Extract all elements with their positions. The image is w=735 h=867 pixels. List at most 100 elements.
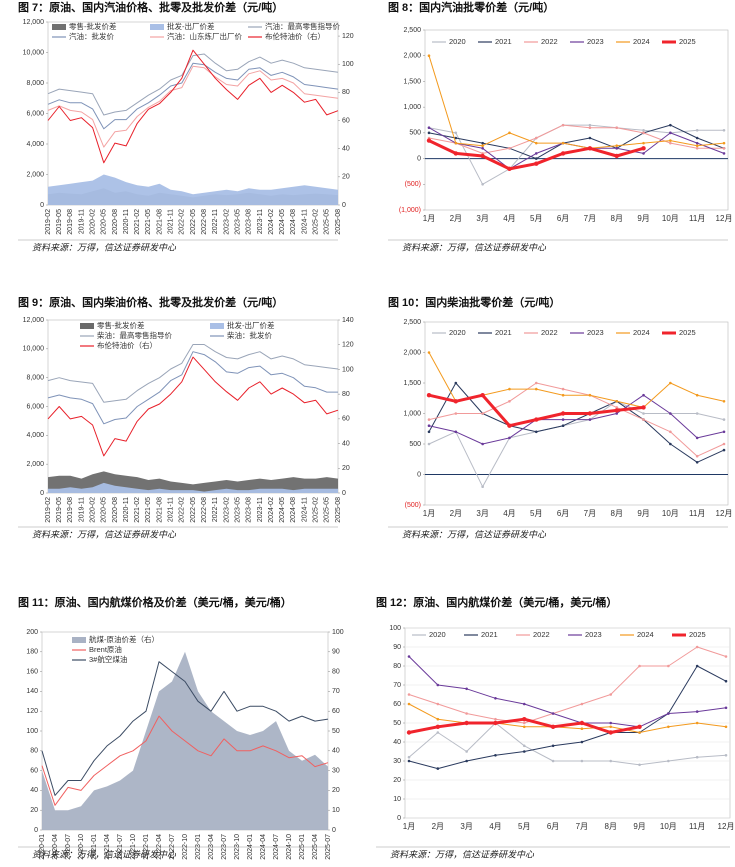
x-tick-label: 2023-08: [246, 209, 253, 235]
line-marker: [669, 412, 672, 415]
line-marker: [669, 442, 672, 446]
line-marker: [561, 387, 565, 391]
line-marker: [407, 702, 411, 706]
line-marker: [669, 139, 672, 142]
line-marker: [481, 442, 484, 446]
line-marker: [436, 683, 440, 687]
x-tick-label: 10月: [660, 822, 677, 831]
line-marker: [522, 717, 527, 722]
line-marker: [435, 724, 441, 729]
yticks-label: 10: [393, 796, 401, 803]
line-marker: [560, 411, 566, 416]
line-series: [408, 656, 727, 728]
x-tick-label: 2024-08: [290, 497, 297, 523]
line-marker: [480, 393, 485, 398]
line-marker: [695, 136, 699, 140]
y2ticks-label: 40: [342, 440, 350, 447]
legend-label: 批发-出厂价差: [227, 320, 275, 330]
line-marker: [615, 144, 619, 148]
yticks-label: 1,000: [403, 104, 421, 111]
legend-label: 零售-批发价差: [69, 21, 117, 31]
x-tick-label: 2020-02: [89, 209, 96, 235]
line-marker: [534, 157, 538, 160]
y2ticks-label: 80: [332, 668, 340, 675]
line-series: [408, 646, 727, 724]
x-tick-label: 1月: [403, 822, 415, 831]
x-tick-label: 2022-08: [201, 209, 208, 235]
x-tick-label: 2023-07: [221, 834, 228, 860]
line-marker: [522, 750, 526, 753]
legend-label: 布伦特油价（右）: [265, 31, 325, 41]
line-marker: [427, 351, 431, 354]
legend-label: 零售-批发价差: [97, 320, 145, 330]
x-tick-label: 10月: [662, 214, 679, 223]
x-tick-label: 7月: [576, 822, 588, 831]
x-tick-label: 2025-08: [335, 209, 342, 235]
x-tick-label: 6月: [547, 822, 559, 831]
line-marker: [695, 128, 699, 132]
line-marker: [587, 146, 593, 151]
line-marker: [507, 423, 512, 428]
y2ticks-label: 40: [342, 146, 350, 153]
line-marker: [695, 436, 699, 440]
yticks-label: 12,000: [23, 19, 45, 26]
line-marker: [427, 126, 431, 130]
chart-title: 图 7：原油、国内汽油价格、批零及批发价差（元/吨）: [18, 0, 283, 14]
line-marker: [608, 730, 613, 735]
yticks-label: 6,000: [26, 110, 44, 117]
yticks-label: 12,000: [23, 317, 45, 324]
line-marker: [426, 138, 432, 143]
legend-label: 2021: [495, 37, 512, 46]
x-tick-label: 2月: [450, 509, 462, 518]
legend-label: 2020: [449, 328, 466, 337]
y2ticks-label: 10: [332, 807, 340, 814]
line-series: [47, 344, 339, 403]
x-tick-label: 2021-05: [145, 497, 152, 523]
line-marker: [481, 485, 484, 489]
yticks-label: 90: [393, 644, 401, 651]
line-marker: [454, 412, 458, 415]
line-marker: [494, 754, 497, 757]
legend-label: 3#航空煤油: [89, 654, 127, 664]
x-tick-label: 2020-11: [123, 497, 130, 522]
y2ticks-label: 100: [332, 629, 344, 636]
legend-label: 2024: [637, 630, 654, 639]
y2ticks-label: 60: [342, 117, 350, 124]
x-tick-label: 11月: [689, 214, 705, 223]
line-marker: [453, 399, 459, 404]
line-marker: [724, 679, 728, 683]
line-marker: [695, 755, 699, 759]
line-marker: [695, 144, 699, 148]
line-marker: [522, 725, 526, 729]
legend-label: 批发-出厂价差: [167, 21, 215, 31]
x-tick-label: 2020-05: [101, 497, 108, 523]
line-marker: [534, 381, 538, 385]
yticks-label: 20: [393, 777, 401, 784]
line-series: [47, 62, 339, 130]
y2ticks-label: 100: [342, 366, 354, 373]
line-marker: [454, 381, 458, 385]
line-marker: [638, 664, 641, 668]
x-tick-label: 2021-07: [117, 834, 124, 860]
line-marker: [481, 141, 484, 145]
yticks-label: 1,500: [403, 380, 421, 387]
x-tick-label: 6月: [557, 214, 569, 223]
line-marker: [641, 405, 646, 410]
chart-title: 图 8：国内汽油批零价差（元/吨）: [388, 0, 554, 14]
line-marker: [560, 151, 566, 156]
line-marker: [642, 393, 645, 397]
y2ticks-label: 100: [342, 61, 354, 68]
line-marker: [508, 400, 511, 403]
legend-label: 2023: [587, 37, 604, 46]
area-series: [48, 482, 338, 493]
x-tick-label: 2021-04: [104, 834, 111, 860]
yticks-label: 30: [393, 758, 401, 765]
legend-label: 2020: [449, 37, 466, 46]
legend-swatch: [52, 24, 66, 30]
legend-label: 2025: [679, 37, 696, 46]
line-marker: [551, 759, 555, 763]
line-series: [47, 49, 339, 164]
line-marker: [695, 412, 699, 415]
yticks-label: 50: [393, 720, 401, 727]
